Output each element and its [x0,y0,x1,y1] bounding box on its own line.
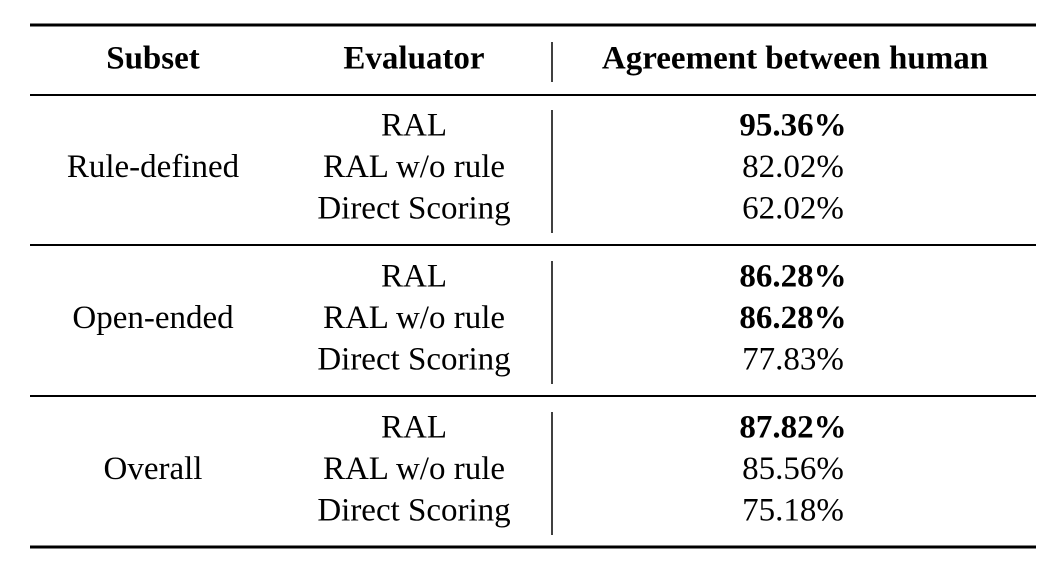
evaluator-label: Direct Scoring [317,493,510,529]
agreement-value: 62.02% [742,191,844,227]
subset-label: Rule-defined [67,149,240,185]
evaluator-label: RAL [381,410,447,446]
agreement-value: 75.18% [742,493,844,529]
agreement-value: 86.28% [739,259,846,295]
evaluator-label: RAL w/o rule [323,149,505,185]
agreement-value: 85.56% [742,451,844,487]
agreement-value: 82.02% [742,149,844,185]
subset-label: Overall [104,451,203,487]
subset-label: Open-ended [72,300,234,336]
evaluator-label: RAL w/o rule [323,300,505,336]
agreement-value: 77.83% [742,342,844,378]
evaluator-label: Direct Scoring [317,191,510,227]
column-header: Evaluator [343,41,484,77]
evaluator-label: RAL w/o rule [323,451,505,487]
agreement-value: 95.36% [739,108,846,144]
evaluator-label: RAL [381,259,447,295]
evaluator-label: Direct Scoring [317,342,510,378]
agreement-value: 86.28% [739,300,846,336]
agreement-value: 87.82% [739,410,846,446]
column-header: Subset [106,41,200,77]
column-header: Agreement between human [602,41,988,77]
evaluator-label: RAL [381,108,447,144]
